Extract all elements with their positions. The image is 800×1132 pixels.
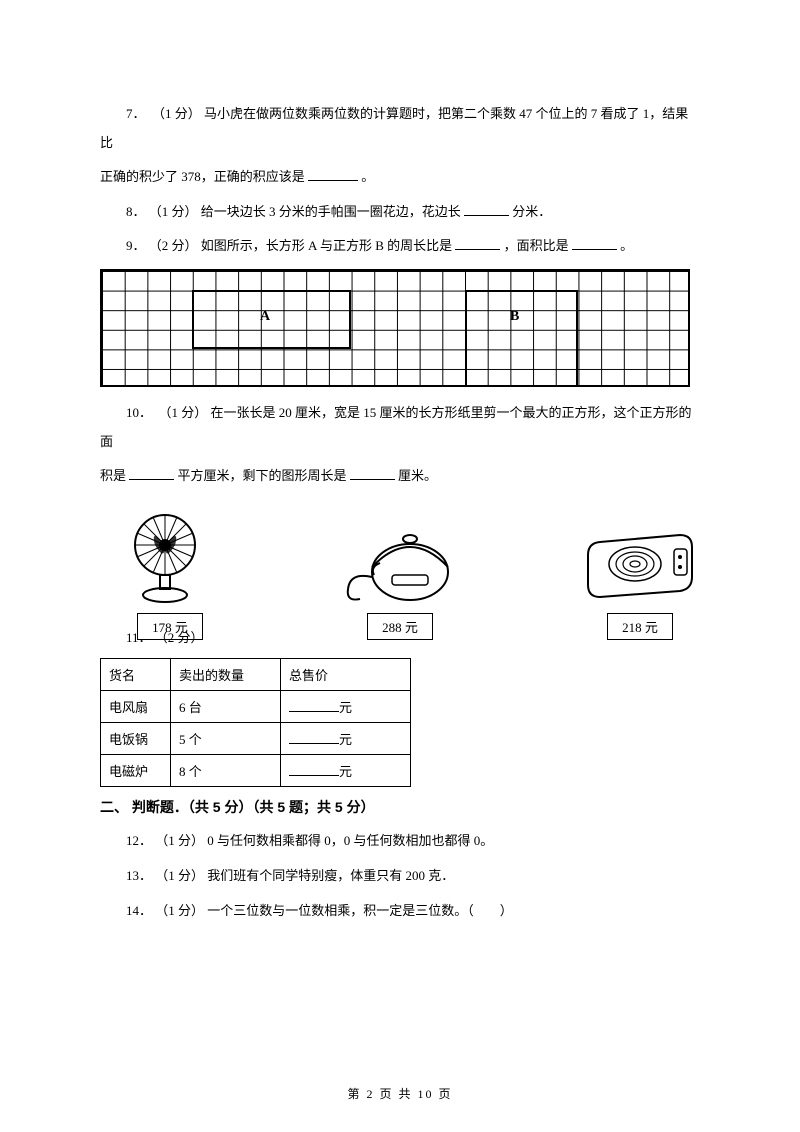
cell-qty: 5 个: [171, 723, 281, 755]
sales-table: 货名 卖出的数量 总售价 电风扇 6 台 元 电饭锅 5 个 元 电磁炉 8 个…: [100, 658, 411, 787]
q10-text-b: 积是: [100, 468, 126, 483]
question-13: 13． （1 分） 我们班有个同学特别瘦，体重只有 200 克．: [100, 862, 700, 891]
question-10-line2: 积是 平方厘米，剩下的图形周长是 厘米。: [100, 462, 700, 491]
cell-total: 元: [281, 691, 411, 723]
table-header-row: 货名 卖出的数量 总售价: [101, 659, 411, 691]
q11-pts: （2 分）: [155, 630, 204, 645]
fan-icon: [120, 507, 220, 607]
grid-figure: A B: [100, 269, 690, 387]
th-name: 货名: [101, 659, 171, 691]
table-row: 电饭锅 5 个 元: [101, 723, 411, 755]
table-row: 电风扇 6 台 元: [101, 691, 411, 723]
q9-text-a: 如图所示，长方形 A 与正方形 B 的周长比是: [201, 238, 452, 253]
label-b: B: [510, 309, 519, 325]
question-7-line2: 正确的积少了 378，正确的积应该是 。: [100, 163, 700, 192]
stove-icon: [580, 527, 700, 607]
product-cooker: 288 元: [340, 517, 460, 640]
q13-pts: （1 分）: [155, 868, 204, 883]
q10-blank-1[interactable]: [129, 467, 174, 480]
q9-blank-1[interactable]: [455, 237, 500, 250]
row1-blank[interactable]: [289, 699, 339, 712]
row2-blank[interactable]: [289, 731, 339, 744]
q10-unit1: 平方厘米，剩下的图形周长是: [178, 468, 347, 483]
q7-text-b: 正确的积少了 378，正确的积应该是: [100, 169, 305, 184]
q7-pts: （1 分）: [152, 106, 201, 121]
q10-pts: （1 分）: [159, 405, 208, 420]
q8-blank[interactable]: [464, 203, 509, 216]
question-10-line1: 10． （1 分） 在一张长是 20 厘米，宽是 15 厘米的长方形纸里剪一个最…: [100, 399, 700, 456]
q14-text: 一个三位数与一位数相乘，积一定是三位数。（ ）: [207, 903, 513, 918]
cell-total: 元: [281, 755, 411, 787]
q10-num: 10．: [126, 405, 152, 420]
question-7-line1: 7． （1 分） 马小虎在做两位数乘两位数的计算题时，把第二个乘数 47 个位上…: [100, 100, 700, 157]
th-total: 总售价: [281, 659, 411, 691]
q10-unit2: 厘米。: [398, 468, 437, 483]
cell-qty: 6 台: [171, 691, 281, 723]
question-12: 12． （1 分） 0 与任何数相乘都得 0，0 与任何数相加也都得 0。: [100, 827, 700, 856]
grid-cells: [102, 271, 688, 385]
q8-pts: （1 分）: [149, 204, 198, 219]
q9-blank-2[interactable]: [572, 237, 617, 250]
rect-a: [192, 290, 351, 349]
cell-qty: 8 个: [171, 755, 281, 787]
products-row: 178 元 288 元 218 元: [120, 507, 700, 640]
cooker-icon: [340, 517, 460, 607]
product-fan: 178 元: [120, 507, 220, 640]
stove-price: 218 元: [607, 613, 673, 640]
section-2-heading: 二、 判断题．（共 5 分）（共 5 题；共 5 分）: [100, 797, 700, 817]
q9-pts: （2 分）: [149, 238, 198, 253]
q7-tail: 。: [361, 169, 374, 184]
q14-num: 14．: [126, 903, 152, 918]
question-8: 8． （1 分） 给一块边长 3 分米的手帕围一圈花边，花边长 分米．: [100, 198, 700, 227]
product-stove: 218 元: [580, 527, 700, 640]
question-14: 14． （1 分） 一个三位数与一位数相乘，积一定是三位数。（ ）: [100, 897, 700, 926]
q12-num: 12．: [126, 833, 152, 848]
q13-text: 我们班有个同学特别瘦，体重只有 200 克．: [207, 868, 454, 883]
q8-unit: 分米．: [512, 204, 551, 219]
cell-name: 电饭锅: [101, 723, 171, 755]
q9-tail: 。: [620, 238, 633, 253]
rect-b: [465, 290, 578, 387]
label-a: A: [260, 309, 270, 325]
q9-text-b: ，面积比是: [504, 238, 569, 253]
th-qty: 卖出的数量: [171, 659, 281, 691]
q11-num: 11．: [126, 630, 152, 645]
q14-pts: （1 分）: [155, 903, 204, 918]
q12-pts: （1 分）: [155, 833, 204, 848]
cell-name: 电磁炉: [101, 755, 171, 787]
table-row: 电磁炉 8 个 元: [101, 755, 411, 787]
q7-num: 7．: [126, 106, 146, 121]
q8-text: 给一块边长 3 分米的手帕围一圈花边，花边长: [201, 204, 461, 219]
q8-num: 8．: [126, 204, 146, 219]
q12-text: 0 与任何数相乘都得 0，0 与任何数相加也都得 0。: [207, 833, 493, 848]
page-footer: 第 2 页 共 10 页: [0, 1085, 800, 1102]
q13-num: 13．: [126, 868, 152, 883]
cell-name: 电风扇: [101, 691, 171, 723]
q9-num: 9．: [126, 238, 146, 253]
cell-total: 元: [281, 723, 411, 755]
q10-blank-2[interactable]: [350, 467, 395, 480]
q7-blank[interactable]: [308, 168, 358, 181]
cooker-price: 288 元: [367, 613, 433, 640]
row3-blank[interactable]: [289, 763, 339, 776]
question-9: 9． （2 分） 如图所示，长方形 A 与正方形 B 的周长比是 ，面积比是 。: [100, 232, 700, 261]
